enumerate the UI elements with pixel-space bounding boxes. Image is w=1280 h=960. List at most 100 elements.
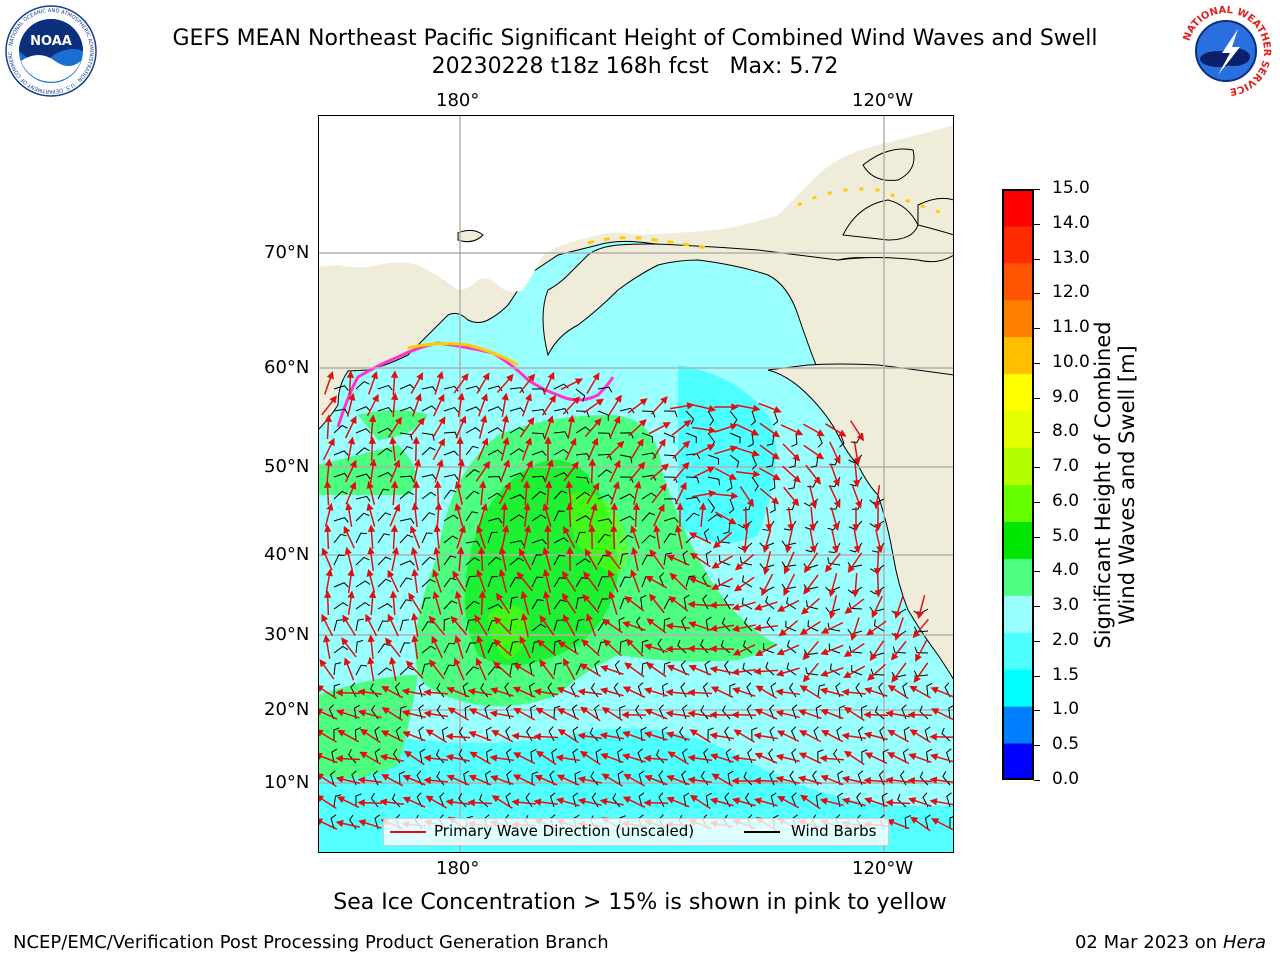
wave-arrow-head [492,661,501,670]
wave-arrow-head [391,546,400,555]
wind-barb [370,683,379,698]
wave-arrow [802,423,822,435]
wave-arrow-head [454,502,462,512]
wave-arrow [893,662,907,680]
wave-arrow [915,662,929,680]
wind-barb [948,704,955,720]
wind-barb [805,667,819,676]
wave-arrow [867,779,889,783]
wave-arrow [587,441,597,461]
wave-arrow-head [667,751,676,759]
wind-barb [685,575,696,588]
wave-arrow [560,799,580,807]
wave-arrow [735,668,757,674]
wind-barb [766,454,775,468]
wave-arrow-head [436,458,444,468]
wind-barb [751,727,758,742]
wave-arrow [318,819,338,831]
wind-barb [728,498,735,514]
wave-arrow [757,779,779,783]
wave-arrow [318,710,338,720]
wind-barb [677,639,687,654]
wave-arrow [714,624,734,630]
wave-arrow-head [894,610,902,619]
wave-arrow [868,689,888,697]
wave-arrow-head [591,437,599,446]
wave-arrow [494,731,514,743]
wave-arrow-head [390,524,399,532]
wave-arrow-head [345,502,353,511]
wind-barb [553,705,561,720]
wave-arrow [544,419,552,439]
wave-arrow [562,399,578,415]
wave-arrow-head [728,517,737,525]
wave-arrow [362,821,382,829]
wave-arrow-head [855,500,863,509]
wind-barb [421,645,437,654]
wave-arrow-head [524,393,532,402]
wave-arrow [471,801,493,805]
wave-arrow-head [565,502,574,510]
wind-barb [619,407,635,414]
colorbar-segment [1002,706,1034,744]
wave-arrow-head [542,546,550,556]
lon-label-top-120w: 120°W [852,90,914,111]
wave-arrow-head [381,707,390,715]
wave-arrow [457,397,463,417]
wave-arrow [370,594,374,616]
wave-arrow-head [816,429,825,437]
wind-barb [377,488,390,500]
wind-barb [751,454,758,470]
wave-arrow [563,596,577,614]
wave-arrow [626,775,646,787]
wave-arrow-head [581,639,590,647]
wave-arrow-head [319,659,327,668]
wave-arrow [648,776,668,786]
wave-arrow-head [644,774,653,782]
wave-arrow [890,731,910,743]
wave-arrow-head [616,440,625,449]
wind-barb [785,620,797,632]
colorbar-segment [1002,743,1034,781]
wave-arrow-head [445,753,454,762]
wind-barb [813,726,819,742]
wave-arrow [758,754,778,764]
wave-arrow-head [799,627,808,635]
wave-arrow [669,625,691,629]
wave-arrow [539,752,557,766]
wave-arrow-head [436,370,444,380]
wind-barb [719,555,731,566]
wave-arrow [368,507,376,527]
wave-arrow-head [496,592,504,601]
wave-arrow-head [783,587,791,597]
wave-arrow [671,753,689,765]
wave-arrow-head [828,611,836,620]
wave-arrow [434,573,442,593]
wave-arrow [934,688,954,698]
wind-barb [531,576,543,588]
wind-barb [575,596,585,610]
wave-arrow [325,573,331,593]
wind-barb [727,770,734,786]
colorbar-tick [1034,745,1040,747]
wave-arrow-head [523,524,532,533]
wind-barb [705,550,712,566]
wave-arrow [671,422,689,436]
wind-barb [421,532,433,544]
wave-arrow [411,529,421,549]
wind-barb [595,748,602,764]
footer-date-text: 02 Mar 2023 on [1074,932,1218,953]
wave-arrow-head [771,452,780,460]
wave-arrow [780,731,800,743]
wave-arrow [648,733,668,741]
wind-barb [575,515,591,522]
wave-arrow [780,797,800,809]
wave-arrow-head [623,773,632,781]
wave-arrow-head [601,773,610,781]
wave-arrow [323,551,333,571]
wind-barb [594,704,600,720]
wave-arrow-head [909,685,918,693]
wave-arrow [670,798,690,808]
wave-arrow [587,617,597,637]
wave-arrow-head [843,649,852,658]
